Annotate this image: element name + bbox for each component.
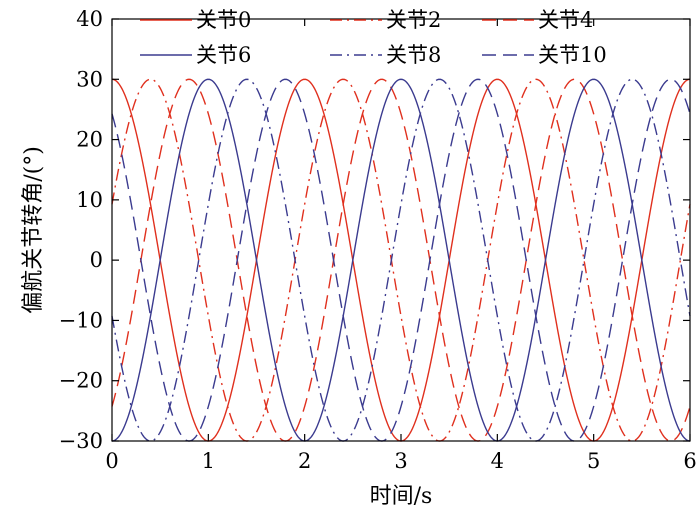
ticks-layer: 0 1 2 3 4 5 6 −30 −20 −10 0 10 20 30 40 (59, 7, 697, 473)
legend-label-0: 关节0 (196, 8, 251, 32)
series-line-3 (111, 78, 691, 442)
legend-label-1: 关节2 (386, 8, 441, 32)
x-tick-label: 5 (587, 449, 600, 473)
x-tick-label: 1 (202, 449, 215, 473)
legend-label-2: 关节4 (538, 8, 593, 32)
legend-label-3: 关节6 (196, 43, 251, 67)
plot-frame (111, 18, 691, 442)
x-tick-label: 3 (394, 449, 407, 473)
legend-label-4: 关节8 (386, 43, 441, 67)
x-axis-label: 时间/s (370, 484, 433, 509)
series-line-5 (111, 78, 691, 442)
y-tick-label: −10 (59, 308, 103, 332)
x-tick-label: 0 (105, 449, 118, 473)
x-tick-label: 2 (298, 449, 311, 473)
series-layer (111, 78, 691, 442)
x-tick-label: 4 (491, 449, 504, 473)
legend: 关节0 关节2 关节4 关节6 关节8 关节10 (140, 8, 607, 67)
series-line-4 (111, 78, 691, 442)
x-tick-label: 6 (683, 449, 696, 473)
series-line-1 (111, 78, 691, 442)
y-tick-label: −20 (59, 369, 103, 393)
y-tick-label: 20 (76, 128, 103, 152)
y-tick-label: 10 (76, 188, 103, 212)
y-tick-label: 0 (90, 248, 103, 272)
series-line-2 (111, 78, 691, 442)
y-tick-label: 30 (76, 67, 103, 91)
y-axis-label: 偏航关节转角/(°) (21, 146, 46, 314)
y-tick-label: −30 (59, 429, 103, 453)
y-tick-label: 40 (76, 7, 103, 31)
legend-label-5: 关节10 (538, 43, 607, 67)
